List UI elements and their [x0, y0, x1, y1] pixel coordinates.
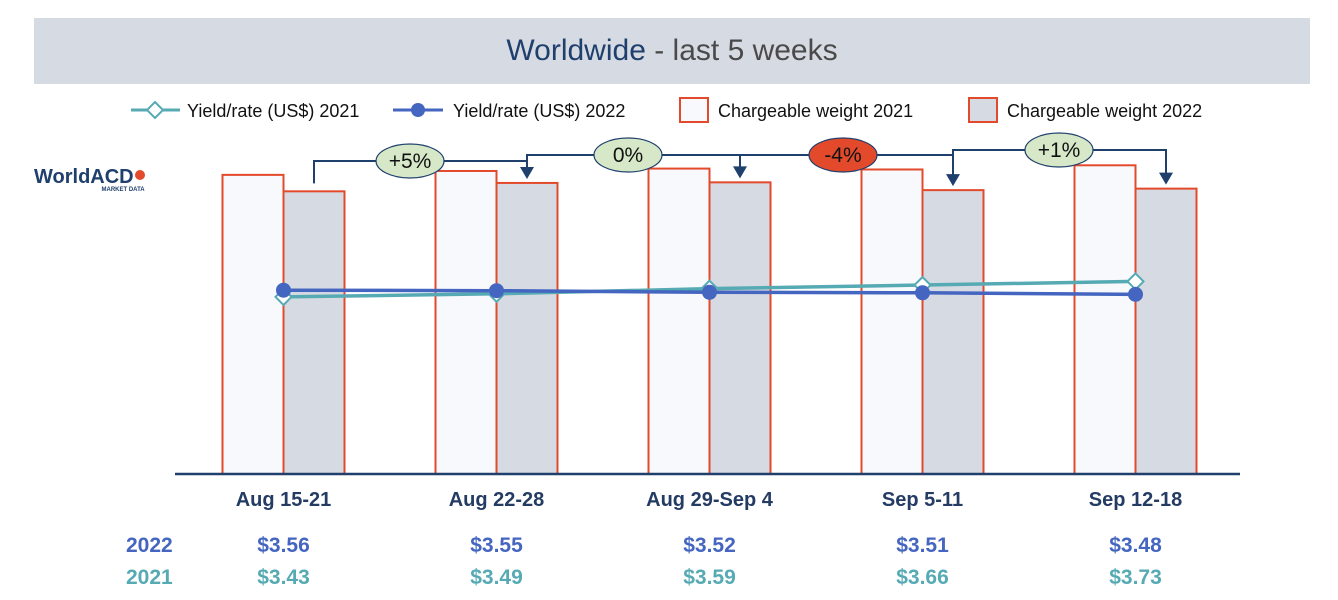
yield-value-2021-0: $3.43 — [257, 566, 310, 589]
change-arrowhead-3 — [1159, 172, 1173, 185]
yield-value-2021-1: $3.49 — [470, 566, 523, 589]
chart-title-separator: - — [645, 34, 673, 67]
logo-swirl-icon — [134, 170, 145, 180]
yield-value-2022-4: $3.48 — [1109, 534, 1162, 557]
logo-name: WorldACD — [34, 166, 134, 188]
legend-weight-2021-label: Chargeable weight 2021 — [718, 101, 913, 121]
yield-value-2021-4: $3.73 — [1109, 566, 1162, 589]
change-bubble-3 — [1024, 132, 1094, 168]
change-bubble-1 — [593, 137, 663, 173]
change-bubble-0 — [375, 143, 445, 179]
change-label-2: -4% — [824, 144, 861, 167]
point-yield-2022-0 — [276, 282, 291, 298]
change-label-0: +5% — [389, 150, 432, 173]
bar-weight-2021-4 — [1073, 164, 1137, 475]
x-tick-label-1: Aug 22-28 — [449, 489, 545, 511]
point-yield-2022-3 — [915, 285, 930, 301]
x-tick-label-3: Sep 5-11 — [882, 489, 963, 511]
bar-weight-2022-0 — [282, 190, 346, 475]
chart-subtitle: last 5 weeks — [672, 34, 838, 67]
yield-value-2022-0: $3.56 — [257, 534, 310, 557]
chart-title: Worldwide — [506, 34, 646, 67]
change-label-1: 0% — [613, 144, 643, 167]
bar-weight-2021-3 — [860, 168, 924, 475]
legend-yield-2022-marker — [411, 103, 425, 117]
x-tick-label-2: Aug 29-Sep 4 — [646, 489, 774, 511]
yield-value-2021-2: $3.59 — [683, 566, 736, 589]
legend-weight-2021-swatch — [679, 97, 709, 123]
legend-yield-2022-label: Yield/rate (US$) 2022 — [453, 101, 625, 121]
bar-weight-2022-4 — [1134, 187, 1198, 475]
bar-weight-2021-1 — [434, 169, 498, 475]
change-bubble-2 — [808, 137, 878, 173]
legend-weight-2022-swatch — [968, 97, 998, 123]
chart-title-band: Worldwide - last 5 weeks — [34, 18, 1310, 84]
yield-value-2022-1: $3.55 — [470, 534, 523, 557]
yield-row-label-2021: 2021 — [126, 566, 173, 589]
point-yield-2022-1 — [489, 283, 504, 299]
x-tick-label-0: Aug 15-21 — [236, 489, 332, 511]
legend-weight-2022-label: Chargeable weight 2022 — [1007, 101, 1202, 121]
bar-weight-2022-2 — [708, 181, 772, 475]
logo-tagline: MARKET DATA — [101, 187, 145, 193]
yield-row-label-2022: 2022 — [126, 534, 173, 557]
point-yield-2022-2 — [702, 284, 717, 300]
yield-value-2022-3: $3.51 — [896, 534, 949, 557]
bar-weight-2021-2 — [647, 167, 711, 475]
x-tick-label-4: Sep 12-18 — [1089, 489, 1182, 511]
yield-value-2021-3: $3.66 — [896, 566, 949, 589]
change-label-3: +1% — [1038, 139, 1081, 162]
yield-value-2022-2: $3.52 — [683, 534, 736, 557]
point-yield-2022-4 — [1128, 286, 1143, 302]
legend-yield-2021-label: Yield/rate (US$) 2021 — [187, 101, 359, 121]
worldacd-logo: WorldACD MARKET DATA — [34, 166, 145, 193]
legend-yield-2021-marker — [145, 100, 165, 120]
bar-weight-2022-1 — [495, 181, 559, 476]
bar-weight-2022-3 — [921, 189, 985, 475]
bar-weight-2021-0 — [221, 173, 285, 475]
